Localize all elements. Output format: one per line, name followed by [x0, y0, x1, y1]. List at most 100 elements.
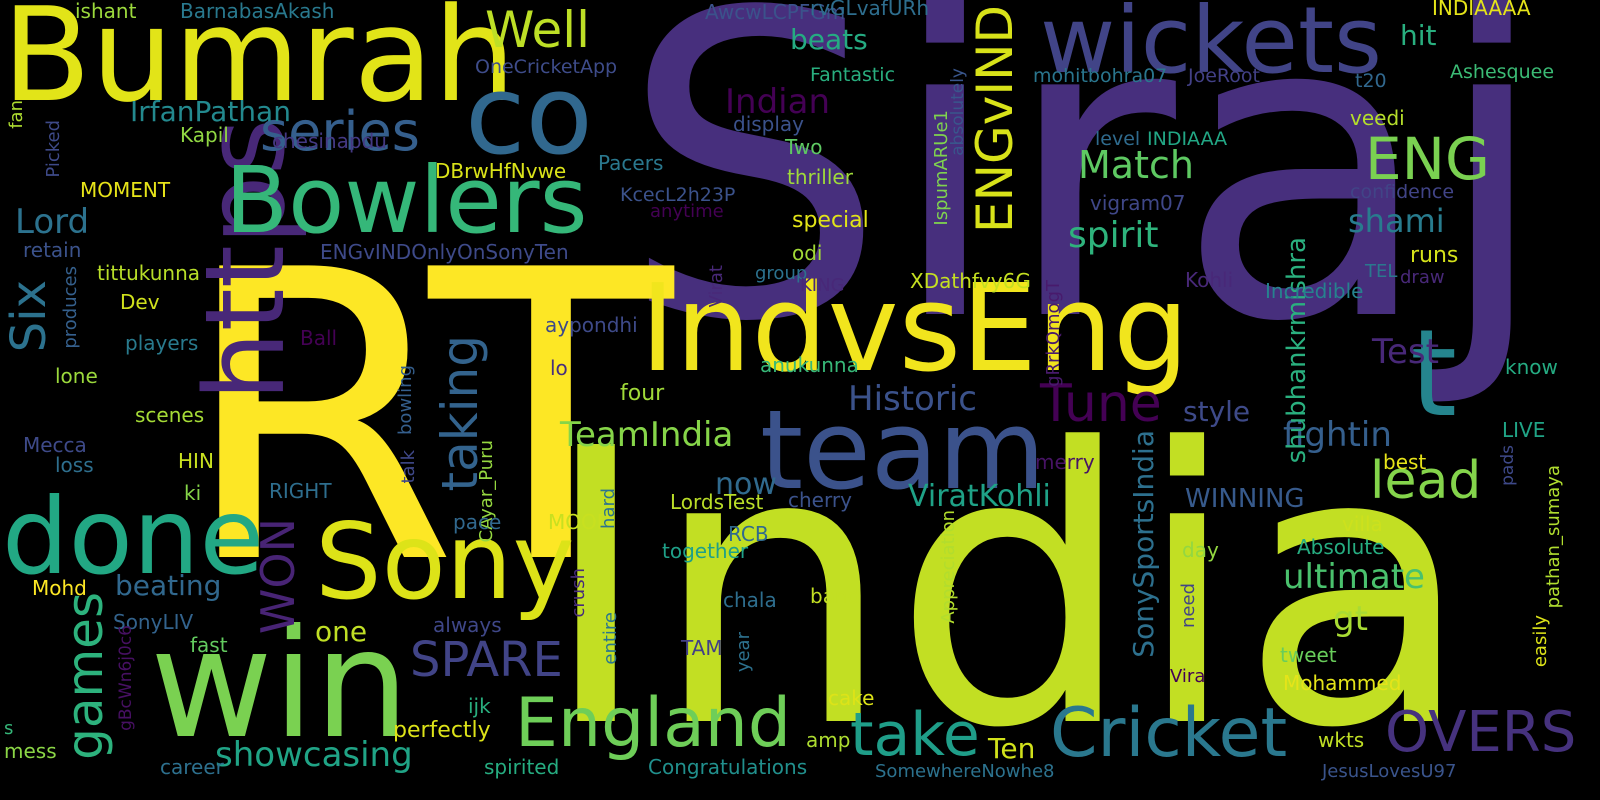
word-tune: Tune: [1040, 374, 1162, 434]
word-series: series: [260, 100, 420, 163]
word-kohli: Kohli: [1185, 268, 1234, 292]
word-pace: pace: [453, 510, 502, 534]
word-siraj: Siraj: [620, 0, 1551, 414]
word-anytime: anytime: [650, 201, 724, 222]
word-veedi: veedi: [1350, 106, 1405, 130]
word-lone: lone: [55, 364, 98, 388]
word-engvindonlyonsonyten: ENGvINDOnlyOnSonyTen: [320, 240, 569, 264]
word-test: Test: [1372, 332, 1439, 372]
word-gbcwn6j0c6: gBcWn6j0c6: [116, 625, 136, 731]
word-s: s: [4, 718, 14, 739]
word-indian: Indian: [725, 82, 830, 122]
word-runs: runs: [1410, 243, 1459, 268]
word-style: style: [1183, 395, 1251, 428]
word-wkts: wkts: [1318, 728, 1365, 752]
word-mohd: Mohd: [32, 576, 87, 600]
word-merry: merry: [1035, 450, 1095, 474]
word-loss: loss: [55, 453, 94, 477]
word-mohitbohra07: mohitbohra07: [1033, 65, 1168, 87]
word-gt: gt: [1333, 599, 1368, 639]
word-one: one: [315, 615, 368, 648]
word-t20: t20: [1355, 70, 1387, 92]
word-grrkqmogt: gRrkQmogT: [1043, 280, 1064, 387]
word-sony: Sony: [315, 501, 575, 623]
word-ashesquee: Ashesquee: [1450, 61, 1555, 83]
word-ball: Ball: [300, 326, 338, 350]
word-beating: beating: [115, 569, 222, 602]
word-incredible: Incredible: [1265, 279, 1364, 303]
word-absolutely: absolutely: [948, 68, 968, 156]
word-cherry: cherry: [788, 488, 852, 512]
word-vira: Vira: [1170, 666, 1206, 687]
word-team: team: [760, 386, 1046, 514]
word-shubhankrmishra: shubhankrmishra: [1282, 237, 1312, 464]
word-win: win: [150, 598, 410, 772]
word-odi: odi: [792, 241, 823, 265]
word-aypondhi: aypondhi: [545, 313, 638, 337]
word-display: display: [733, 112, 805, 136]
word-lord: Lord: [15, 202, 90, 242]
word-pads: pads: [1498, 445, 1518, 486]
word-entire: entire: [600, 612, 621, 665]
word-tweet: tweet: [1280, 643, 1337, 667]
word-ten: Ten: [988, 732, 1036, 765]
word-spare: SPARE: [410, 632, 563, 688]
word-tam: TAM: [681, 636, 723, 660]
word-pacers: Pacers: [598, 151, 664, 175]
word-showcasing: showcasing: [215, 735, 413, 775]
word-live: LIVE: [1502, 418, 1546, 442]
word-best: best: [1383, 450, 1427, 474]
word-appreciation: Appreciation: [938, 510, 959, 624]
word-cake: cake: [828, 686, 875, 710]
word-draw: draw: [1400, 267, 1445, 288]
word-players: players: [125, 331, 199, 355]
word-irfanpathan: IrfanPathan: [130, 95, 291, 128]
word-special: special: [792, 208, 869, 233]
word-match: Match: [1078, 143, 1194, 187]
word-india: India: [540, 368, 1473, 800]
word-dev: Dev: [120, 290, 160, 314]
word-perfectly: perfectly: [393, 718, 491, 743]
word-xdathfvy6g: XDathfvy6G: [910, 269, 1031, 293]
word-fantastic: Fantastic: [810, 64, 896, 86]
word-group: group: [755, 263, 808, 284]
word-ultimate: ultimate: [1283, 557, 1425, 597]
word-indiaaa: INDIAAA: [1147, 128, 1228, 150]
word-scenes: scenes: [135, 403, 205, 427]
word-anukunna: anukunna: [760, 353, 859, 377]
word-virat: Virat: [706, 265, 727, 308]
word-pathan-sumaya: pathan_sumaya: [1543, 465, 1564, 609]
word-lo: lo: [550, 356, 568, 380]
word-hard: hard: [598, 488, 619, 529]
word-together: together: [662, 539, 749, 563]
word-need: need: [1178, 583, 1199, 628]
word-awcwlcpfgm: AwcwLCPFGm: [705, 0, 846, 24]
word-viratkohli: ViratKohli: [908, 479, 1051, 514]
word-lead: lead: [1370, 451, 1482, 511]
word-beats: beats: [790, 23, 868, 56]
word-mess: mess: [4, 739, 57, 763]
word-barnabasakash: BarnabasAkash: [180, 0, 335, 23]
word-done: done: [2, 476, 265, 598]
word-spirit: spirit: [1068, 215, 1159, 256]
word-vigram07: vigram07: [1090, 191, 1186, 215]
word-sonyliv: SonyLIV: [113, 610, 194, 634]
word-bowling: bowling: [395, 365, 416, 435]
word-ishant: ishant: [75, 0, 137, 23]
word-six: Six: [1, 280, 57, 353]
word-jesuslovesu97: JesusLovesU97: [1322, 761, 1457, 782]
word-t: t: [1410, 305, 1458, 444]
word-know: know: [1505, 355, 1558, 379]
word-four: four: [620, 381, 665, 406]
word-take: take: [850, 700, 980, 770]
word-mohammed: Mohammed: [1283, 671, 1402, 695]
word-thriller: thriller: [787, 165, 853, 189]
word-tittukunna: tittukunna: [97, 261, 201, 285]
word-eng: ENG: [1365, 125, 1490, 193]
word-lordstest: LordsTest: [670, 490, 764, 514]
word-joeroot: JoeRoot: [1188, 65, 1260, 87]
word-career: career: [160, 755, 224, 779]
word-teamindia: TeamIndia: [560, 415, 734, 455]
word-well: Well: [485, 1, 591, 59]
